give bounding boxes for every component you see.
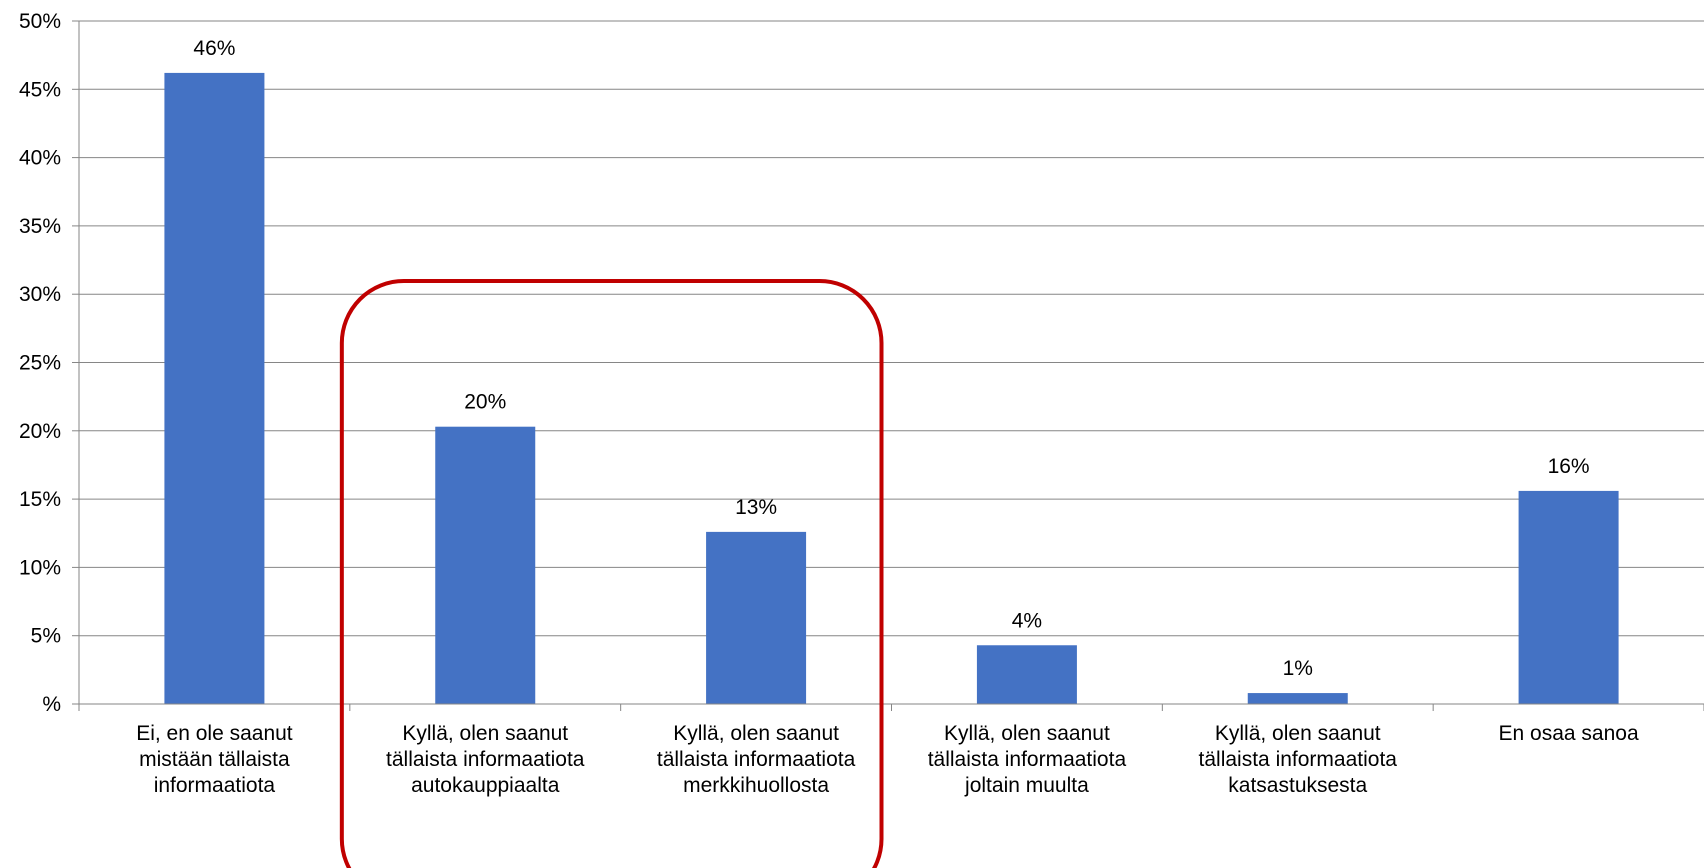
bar [976, 645, 1077, 704]
y-tick-label: 30% [19, 283, 61, 306]
y-tick-label: % [42, 693, 61, 716]
y-tick-label: 50% [19, 10, 61, 33]
bar [1247, 693, 1348, 704]
category-label: tällaista informaatiota [1199, 748, 1398, 771]
y-tick-label: 15% [19, 488, 61, 511]
y-tick-label: 40% [19, 147, 61, 170]
data-label: 46% [193, 37, 235, 60]
category-label: En osaa sanoa [1499, 722, 1639, 745]
category-label: Kyllä, olen saanut [1215, 722, 1381, 745]
category-label: Kyllä, olen saanut [402, 722, 568, 745]
y-tick-label: 45% [19, 78, 61, 101]
data-label: 20% [464, 391, 506, 414]
category-label: merkkihuollosta [683, 774, 829, 797]
category-label: autokauppiaalta [411, 774, 560, 797]
bar [706, 531, 807, 704]
data-label: 1% [1283, 657, 1313, 680]
y-tick-label: 5% [31, 625, 61, 648]
y-tick-label: 25% [19, 352, 61, 375]
highlight-box [339, 279, 884, 868]
category-label: mistään tällaista [139, 748, 290, 771]
data-label: 13% [735, 496, 777, 519]
category-label: joltain muulta [964, 774, 1089, 797]
bar [1518, 490, 1619, 704]
gridlines [79, 20, 1704, 637]
y-tick-label: 20% [19, 420, 61, 443]
bar [435, 426, 536, 704]
bar [164, 72, 265, 704]
category-label: tällaista informaatiota [928, 748, 1127, 771]
y-tick-label: 35% [19, 215, 61, 238]
category-label: Kyllä, olen saanut [944, 722, 1110, 745]
category-label: katsastuksesta [1228, 774, 1367, 797]
category-label: Ei, en ole saanut [136, 722, 293, 745]
data-label: 16% [1548, 455, 1590, 478]
data-labels: 46% 20% 13% 4% 1% 16% [193, 37, 1589, 680]
y-tick-label: 10% [19, 556, 61, 579]
category-label: informaatiota [154, 774, 276, 797]
category-label: Kyllä, olen saanut [673, 722, 839, 745]
category-labels: Ei, en ole saanut mistään tällaista inform… [136, 722, 1639, 797]
category-label: tällaista informaatiota [657, 748, 856, 771]
highlight-rectangle [339, 279, 884, 868]
x-axis [78, 703, 1704, 711]
category-label: tällaista informaatiota [386, 748, 585, 771]
bars [164, 72, 1619, 704]
data-label: 4% [1012, 609, 1042, 632]
y-axis-ticks: % 5% 10% 15% 20% 25% 30% 35% 40% 45% 50% [19, 10, 80, 716]
